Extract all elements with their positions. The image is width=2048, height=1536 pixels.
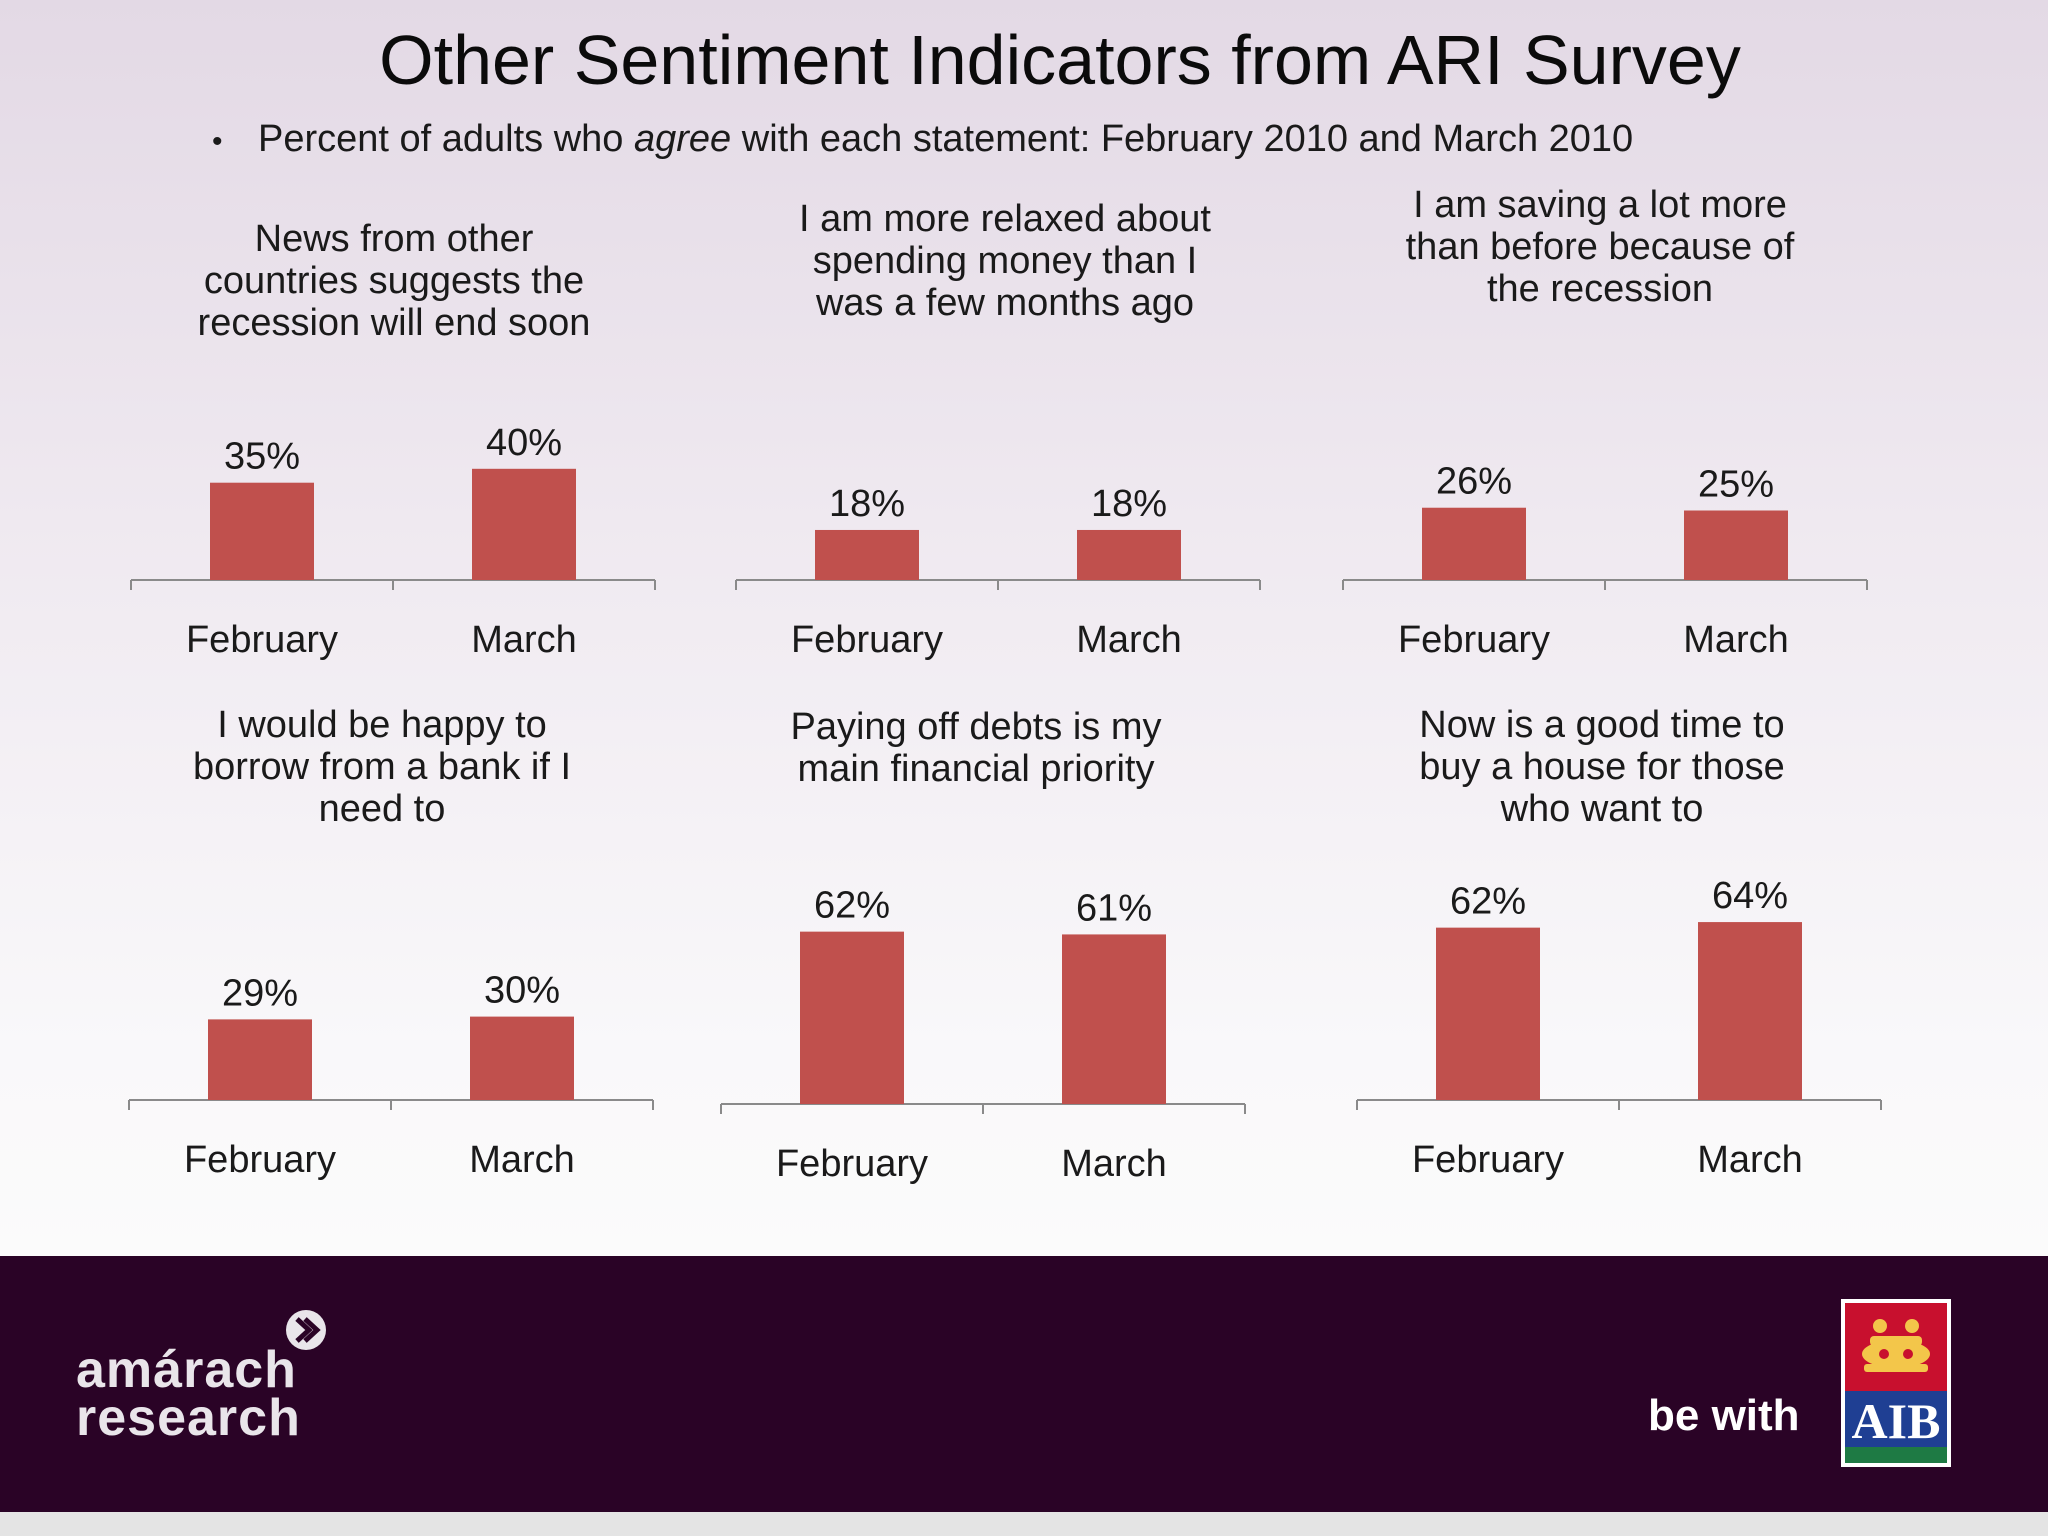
- category-label: February: [791, 619, 943, 661]
- bar: [472, 468, 576, 580]
- chart-title-relaxed: I am more relaxed about spending money t…: [745, 198, 1265, 324]
- logo-text-line2: research: [76, 1389, 301, 1447]
- subtitle-after: with each statement: February 2010 and M…: [731, 118, 1634, 160]
- bar: [800, 931, 904, 1104]
- chart-title-line: I am saving a lot more: [1413, 184, 1787, 226]
- chart-title-house: Now is a good time to buy a house for th…: [1342, 704, 1862, 830]
- bar: [210, 482, 314, 580]
- chart-title-line: I would be happy to: [217, 704, 547, 746]
- data-label: 35%: [224, 436, 300, 478]
- footer-bottom-strip: [0, 1512, 2048, 1536]
- chevron-right-icon: [286, 1310, 326, 1350]
- category-label: March: [1683, 619, 1789, 661]
- data-label: 25%: [1698, 464, 1774, 506]
- chart-title-line: than before because of: [1405, 226, 1795, 268]
- chart-title-line: countries suggests the: [203, 260, 585, 302]
- chart-title-line: main financial priority: [797, 748, 1155, 790]
- data-label: 62%: [814, 885, 890, 927]
- category-label: February: [776, 1143, 928, 1185]
- chart-title-line: Now is a good time to: [1419, 704, 1785, 746]
- footer-band: [0, 1256, 2048, 1512]
- chart-title-line: News from other: [254, 218, 534, 260]
- chart-title-line: recession will end soon: [197, 302, 591, 344]
- chart-title-line: spending money than I: [812, 240, 1198, 282]
- data-label: 40%: [486, 422, 562, 464]
- chart-title-line: the recession: [1486, 268, 1713, 310]
- bullet: •: [212, 125, 223, 158]
- data-label: 18%: [1091, 483, 1167, 525]
- data-label: 18%: [829, 483, 905, 525]
- chart-title-borrow: I would be happy to borrow from a bank i…: [122, 704, 642, 830]
- data-label: 64%: [1712, 875, 1788, 917]
- bar: [470, 1016, 574, 1100]
- bar: [815, 529, 919, 580]
- amarach-research-logo: amárach research: [76, 1300, 356, 1450]
- bar: [1698, 922, 1802, 1100]
- chart-title-line: Paying off debts is my: [790, 706, 1162, 748]
- chart-title-line: need to: [318, 788, 446, 830]
- data-label: 30%: [484, 970, 560, 1012]
- charts-canvas: 35% February 40% March 18% February 18% March 26…: [128, 422, 1882, 1185]
- bar: [1077, 529, 1181, 580]
- chart-title-news: News from other countries suggests the r…: [134, 218, 654, 344]
- category-label: February: [186, 619, 338, 661]
- chart-title-debts: Paying off debts is my main financial pr…: [716, 706, 1236, 790]
- aib-shield-icon: [1841, 1299, 1951, 1467]
- chart-title-line: buy a house for those: [1419, 746, 1785, 788]
- category-label: February: [1398, 619, 1550, 661]
- chart-title-line: was a few months ago: [815, 282, 1195, 324]
- category-label: March: [1061, 1143, 1167, 1185]
- bar: [1062, 934, 1166, 1104]
- category-label: February: [1412, 1139, 1564, 1181]
- bar: [1436, 927, 1540, 1100]
- category-label: February: [184, 1139, 336, 1181]
- page-title: Other Sentiment Indicators from ARI Surv…: [379, 21, 1741, 99]
- subtitle: • Percent of adults who agree with each s…: [212, 114, 1633, 167]
- subtitle-emphasis: agree: [634, 118, 732, 160]
- tagline: be with: [1648, 1391, 1800, 1440]
- aib-logo: AIB: [1840, 1298, 1952, 1468]
- chart-title-line: I am more relaxed about: [799, 198, 1211, 240]
- aib-wordmark: AIB: [1851, 1393, 1941, 1449]
- logo-text-line1: amárach: [76, 1341, 297, 1399]
- chart-title-line: borrow from a bank if I: [192, 746, 572, 788]
- category-label: March: [1076, 619, 1182, 661]
- chart-title-line: who want to: [1500, 788, 1704, 830]
- data-label: 29%: [222, 972, 298, 1014]
- category-label: March: [1697, 1139, 1803, 1181]
- data-label: 62%: [1450, 881, 1526, 923]
- subtitle-before: Percent of adults who: [258, 118, 634, 160]
- category-label: March: [471, 619, 577, 661]
- bar: [1422, 507, 1526, 580]
- bar: [1684, 510, 1788, 580]
- data-label: 61%: [1076, 887, 1152, 929]
- category-label: March: [469, 1139, 575, 1181]
- bar: [208, 1019, 312, 1100]
- data-label: 26%: [1436, 461, 1512, 503]
- chart-title-saving: I am saving a lot more than before becau…: [1340, 184, 1860, 310]
